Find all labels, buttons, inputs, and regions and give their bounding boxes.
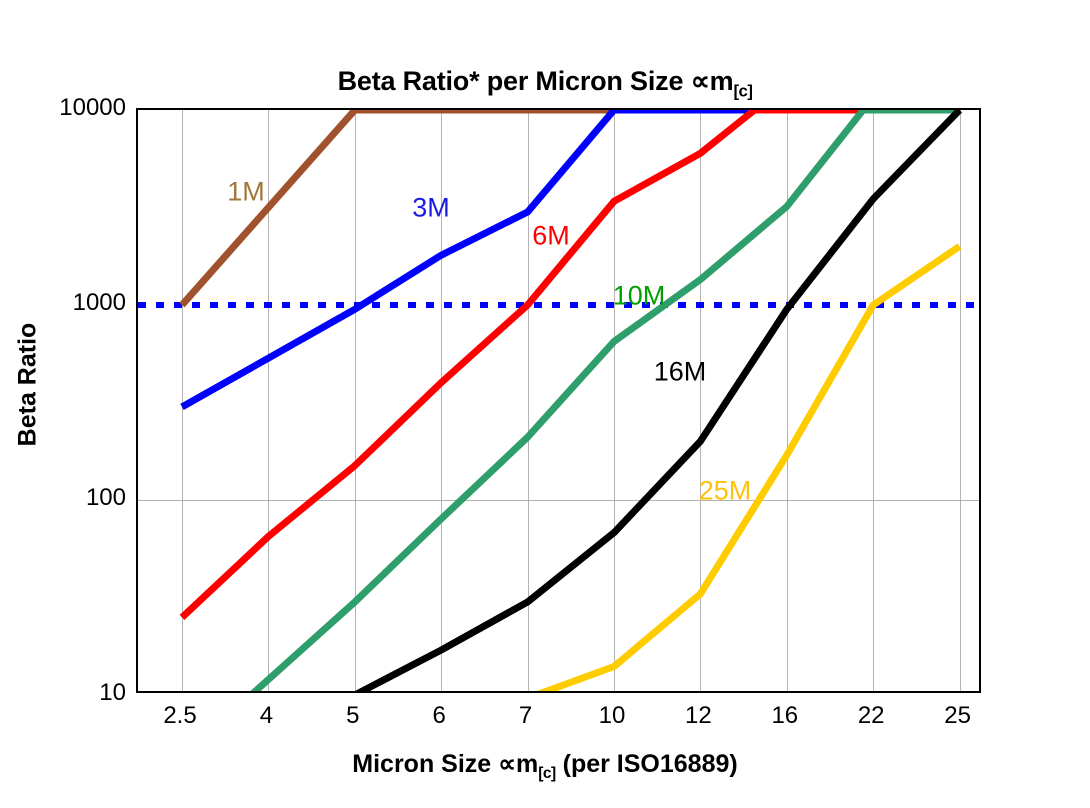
x-gridline [182,110,183,691]
x-tick-label: 7 [518,702,533,729]
x-axis-micron-symbol: ∝m [498,750,539,778]
series-line-10M [250,110,960,691]
series-label-16M: 16M [653,356,707,387]
x-tick-label: 16 [771,702,799,729]
series-label-25M: 25M [698,475,752,506]
series-line-16M [354,110,963,691]
x-tick-label: 2.5 [163,702,197,729]
series-label-3M: 3M [412,192,450,223]
x-axis-title: Micron Size ∝m[c] (per ISO16889) [0,749,1090,783]
x-tick-label: 22 [857,702,885,729]
y-tick-label: 1000 [72,289,126,316]
y-axis-title: Beta Ratio [13,322,42,447]
y-tick-label: 10 [99,679,126,706]
series-label-10M: 10M [612,280,666,311]
y-tick-label: 10000 [59,94,126,121]
x-tick-label: 10 [598,702,626,729]
series-line-3M [180,110,960,411]
x-axis-title-main: Micron Size [352,750,499,778]
series-label-1M: 1M [227,176,265,207]
plot-area [136,108,981,693]
x-gridline [268,110,270,691]
x-gridline [786,110,788,691]
y-tick-label: 100 [85,484,126,511]
x-tick-label: 6 [432,702,446,729]
x-gridline [614,110,615,691]
chart-title-subscript: [c] [733,81,753,101]
x-gridline [959,110,961,691]
x-gridline [354,110,356,691]
x-gridline [527,110,529,691]
x-axis-subscript: [c] [538,765,556,782]
y-gridline-100 [138,500,979,501]
x-gridline [873,110,875,691]
series-canvas [138,110,979,691]
x-tick-label: 5 [346,702,360,729]
series-line-6M [179,110,960,620]
x-tick-label: 12 [685,702,712,729]
x-axis-title-tail: (per ISO16889) [555,750,738,778]
series-label-6M: 6M [532,220,570,251]
series-line-25M [536,243,962,691]
chart-title: Beta Ratio* per Micron Size ∝m[c] [0,66,1090,101]
series-line-1M [179,110,960,308]
chart-title-micron-symbol: ∝m [690,66,734,96]
x-tick-label: 25 [944,702,971,729]
chart-title-main: Beta Ratio* per Micron Size [337,66,691,96]
x-tick-label: 4 [259,702,274,729]
x-gridline [700,110,702,691]
x-gridline [441,110,443,691]
